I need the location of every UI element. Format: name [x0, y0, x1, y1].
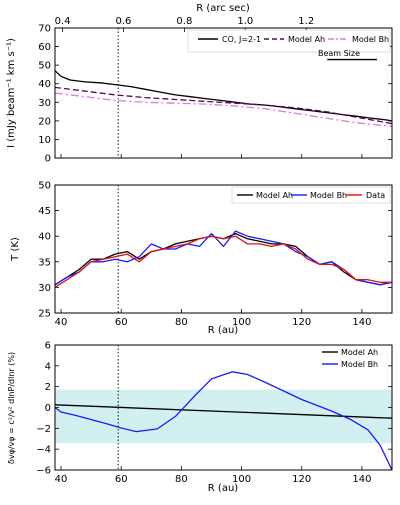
- panel-temperature-ylabel: T (K): [10, 237, 21, 262]
- intensity-ytick-label: 60: [38, 42, 51, 53]
- legend-label-model-ah: Model Ah: [288, 35, 325, 44]
- temperature-ytick-label: 30: [38, 283, 51, 294]
- panel-intensity-legend: CO, J=2-1 Model Ah Model Bh: [187, 29, 391, 53]
- intensity-top-tick-label: 0.8: [176, 16, 192, 27]
- panel-intensity-top-axis-label: R (arc sec): [196, 3, 250, 14]
- velocity-xtick-label: 60: [115, 474, 128, 485]
- temperature-xtick-label: 100: [232, 317, 251, 328]
- panel-intensity-frame: [54, 27, 393, 159]
- intensity-ytick-label: 20: [38, 116, 51, 127]
- intensity-series-model-ah: [54, 86, 393, 125]
- panel-intensity-ylabel: I (mJy beam⁻¹ km s⁻¹): [6, 38, 17, 148]
- intensity-ytick-label: 70: [38, 24, 51, 35]
- velocity-ytick-label: 0: [45, 403, 51, 414]
- velocity-series-p3-model-ah: [54, 404, 393, 419]
- temperature-ytick-label: 45: [38, 206, 51, 217]
- legend-label-model-bh: Model Bh: [352, 35, 389, 44]
- velocity-xtick-label: 120: [292, 474, 311, 485]
- intensity-series-co: [54, 70, 393, 122]
- temperature-ytick-label: 40: [38, 232, 51, 243]
- temperature-ytick-label: 25: [38, 309, 51, 320]
- panel-intensity-legend-box: [187, 29, 391, 53]
- legend-label-co: CO, J=2-1: [222, 35, 261, 44]
- intensity-series-model-bh: [54, 92, 393, 128]
- legend-label-v-model-bh: Model Bh: [341, 360, 378, 369]
- velocity-ytick-label: −2: [36, 424, 51, 435]
- panel-temperature-frame: [54, 184, 393, 314]
- intensity-ytick-label: 30: [38, 98, 51, 109]
- intensity-top-tick-label: 1.2: [298, 16, 314, 27]
- velocity-series-p3-model-bh: [54, 371, 393, 471]
- temperature-ytick-label: 50: [38, 181, 51, 192]
- temperature-series-p2-model-bh: [54, 230, 393, 286]
- panel-velocity-xlabel: R (au): [208, 483, 238, 494]
- temperature-series-p2-data: [54, 235, 392, 288]
- intensity-top-tick-label: 0.4: [55, 16, 71, 27]
- temperature-xtick-label: 80: [175, 317, 188, 328]
- panel-temperature: 25 30 35 40 45 50 40 60 80 100 120 140 R (au) T (K)…: [10, 181, 393, 336]
- temperature-xtick-label: 40: [55, 317, 68, 328]
- velocity-ytick-label: −4: [36, 445, 51, 456]
- intensity-ytick-label: 50: [38, 61, 51, 72]
- velocity-ytick-label: 2: [45, 382, 51, 393]
- panel-temperature-xlabel: R (au): [208, 325, 238, 336]
- panel-velocity-ylabel: δvφ/vφ = c²/v² dlnP/dlnr (%): [7, 352, 16, 464]
- legend-label-t-model-bh: Model Bh: [310, 191, 347, 200]
- velocity-xtick-label: 80: [175, 474, 188, 485]
- beam-size-label: Beam Size: [318, 49, 360, 58]
- velocity-ytick-label: 4: [45, 361, 51, 372]
- intensity-ytick-label: 40: [38, 79, 51, 90]
- panel-intensity: 0 10 20 30 40 50 60 70 0.4 0.6 0.8 1.0 1.2 R (arc se…: [6, 3, 393, 165]
- temperature-ytick-label: 35: [38, 257, 51, 268]
- velocity-xtick-label: 100: [232, 474, 251, 485]
- panel-velocity-frame: [54, 344, 393, 471]
- temperature-xtick-label: 60: [115, 317, 128, 328]
- panel-velocity-legend: Model Ah Model Bh: [322, 348, 378, 369]
- temperature-xtick-label: 140: [352, 317, 371, 328]
- legend-label-t-model-ah: Model Ah: [256, 191, 293, 200]
- velocity-ytick-label: 6: [45, 341, 51, 352]
- legend-label-t-data: Data: [366, 191, 385, 200]
- velocity-xtick-label: 140: [352, 474, 371, 485]
- panel-velocity: −6 −4 −2 0 2 4 6 40 60 80 100 120 140 R (au) δvφ/vφ …: [7, 341, 393, 494]
- legend-label-v-model-ah: Model Ah: [341, 348, 378, 357]
- velocity-ytick-label: −6: [36, 466, 51, 477]
- panel-temperature-legend-box: [231, 186, 391, 204]
- intensity-ytick-label: 0: [45, 154, 51, 165]
- intensity-ytick-label: 10: [38, 135, 51, 146]
- temperature-xtick-label: 120: [292, 317, 311, 328]
- velocity-xtick-label: 40: [55, 474, 68, 485]
- intensity-top-tick-label: 1.0: [237, 16, 253, 27]
- panel-temperature-legend: Model Ah Model Bh Data: [231, 186, 391, 204]
- intensity-top-tick-label: 0.6: [116, 16, 132, 27]
